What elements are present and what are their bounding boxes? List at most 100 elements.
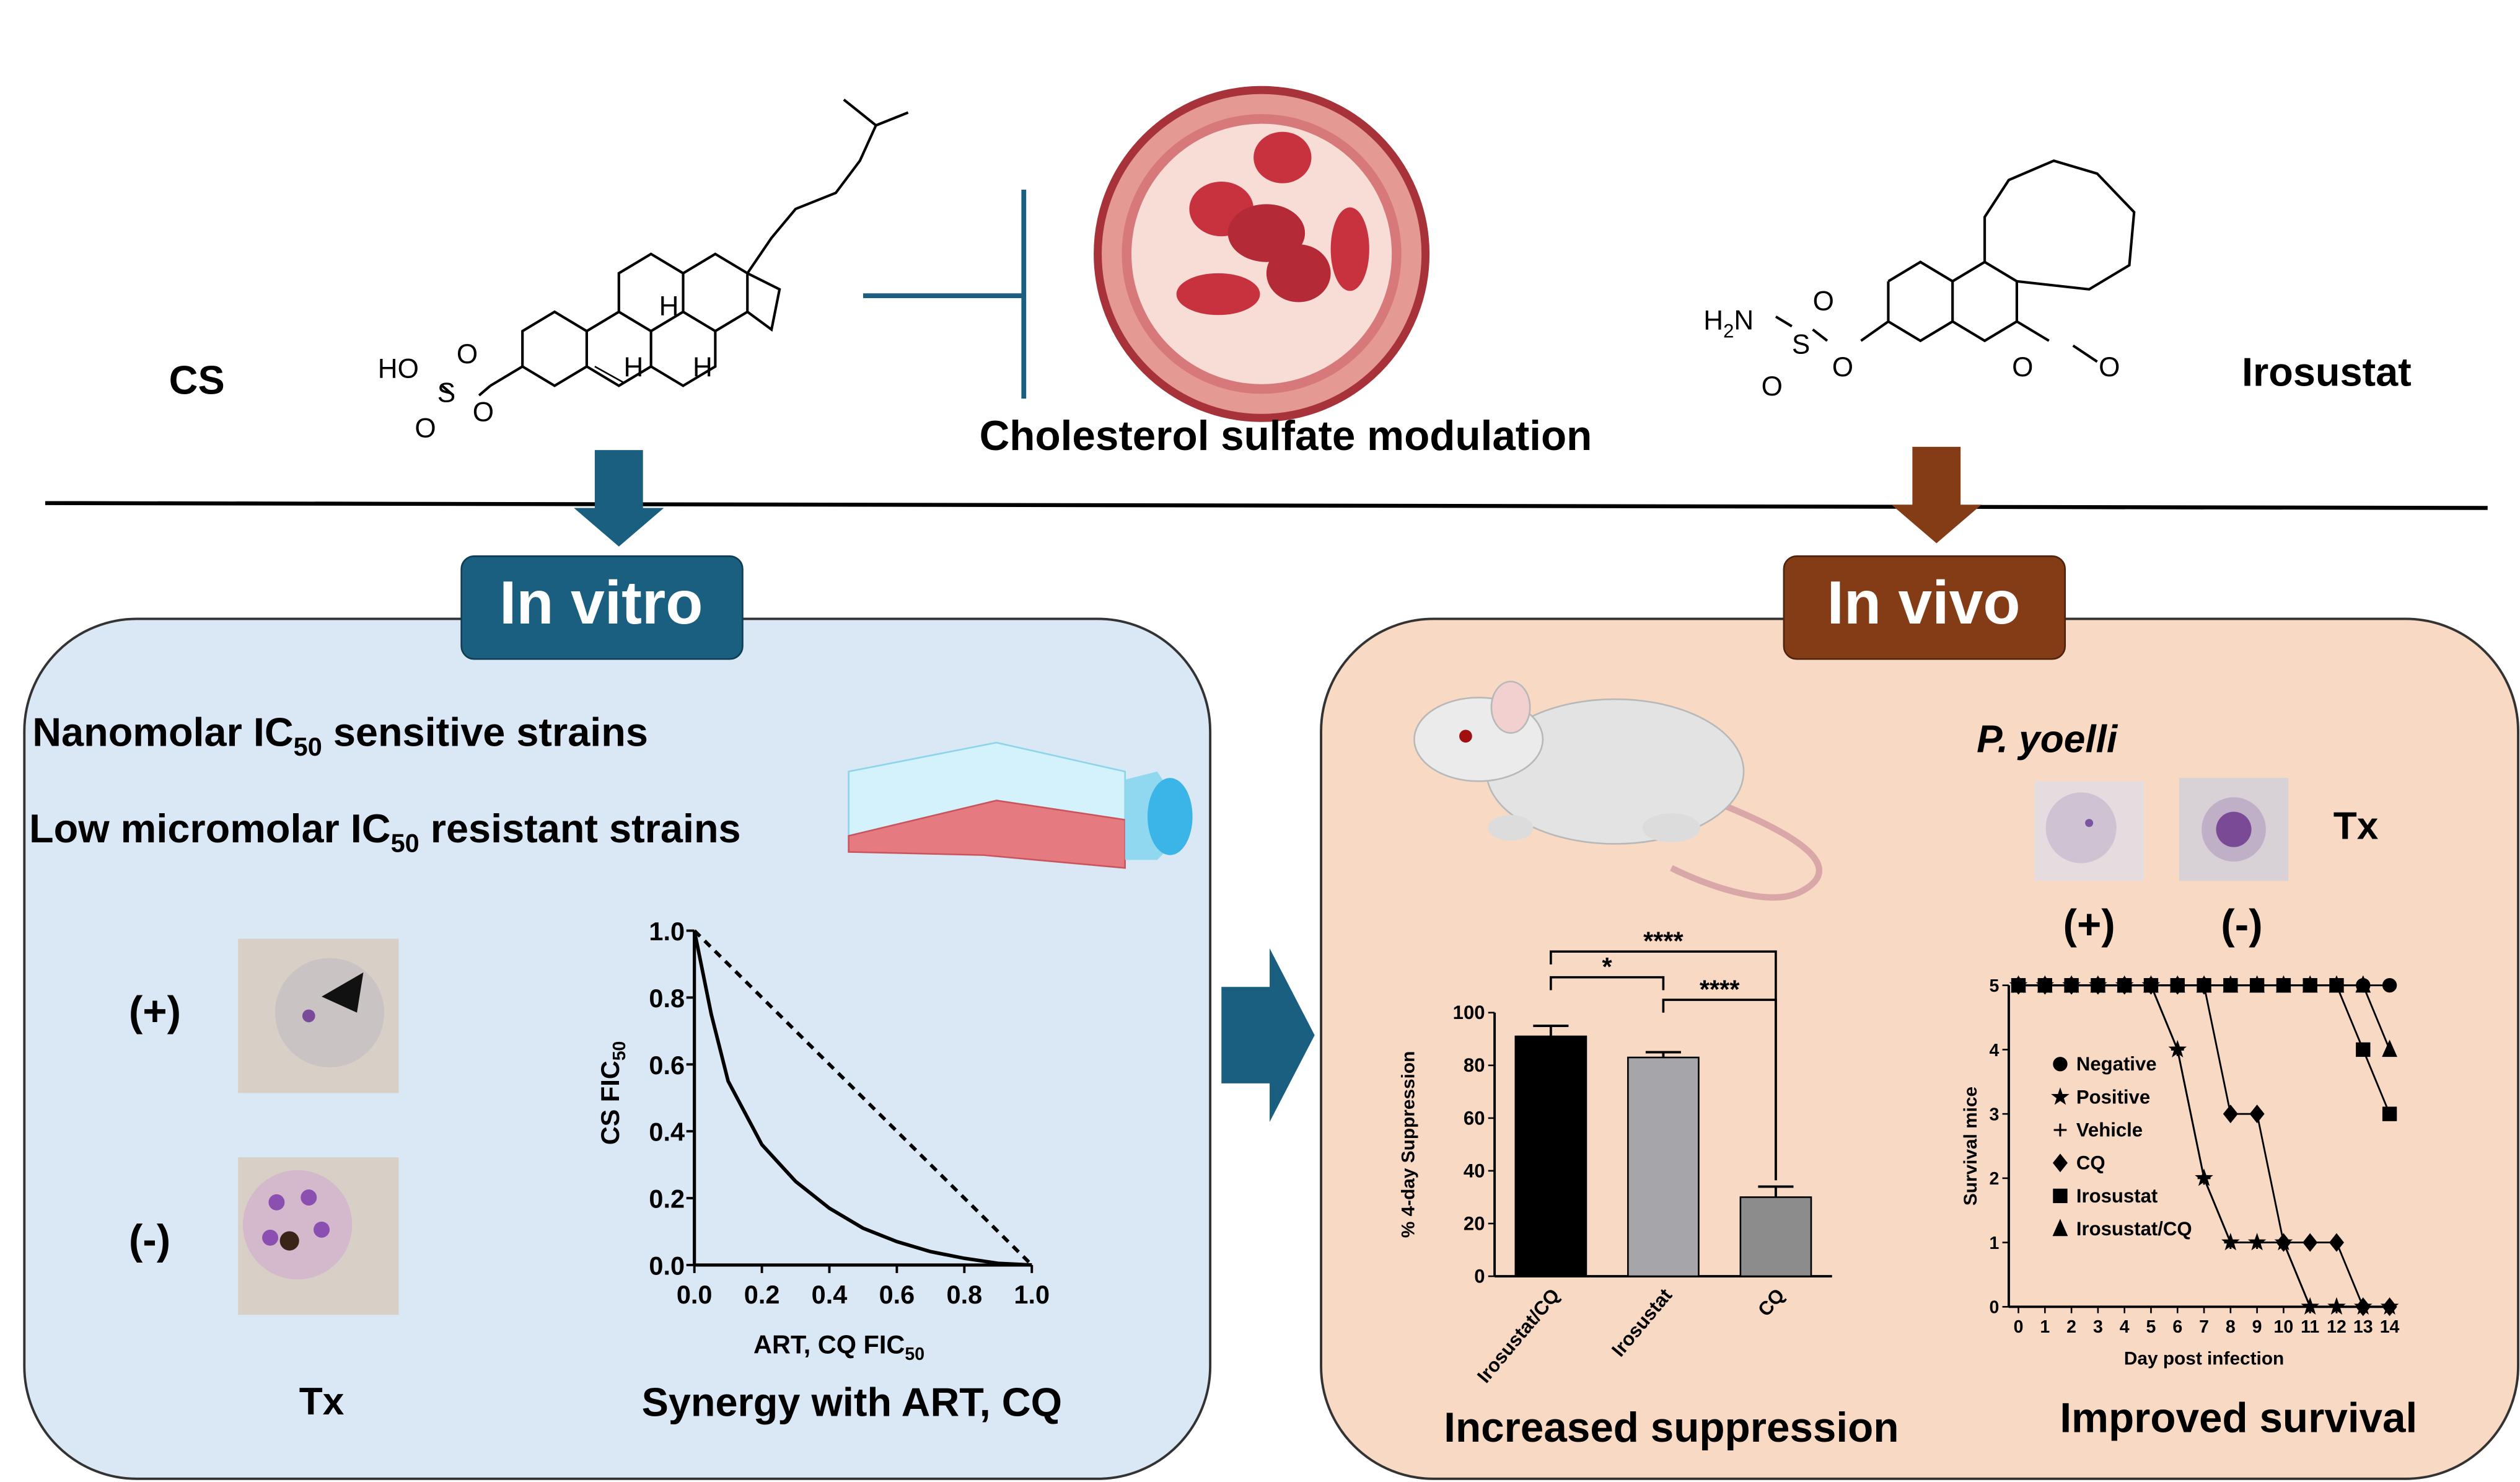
atom-label: HO — [378, 353, 419, 384]
y-tick-label: 2 — [1990, 1169, 2000, 1189]
x-tick-label: 12 — [2327, 1317, 2347, 1337]
y-tick-label: 80 — [1464, 1054, 1485, 1076]
divider — [45, 501, 2488, 510]
smear-image — [2034, 781, 2144, 881]
significance-label: * — [1602, 952, 1613, 981]
error-bar — [1645, 1051, 1681, 1058]
y-tick-label: 0.0 — [649, 1251, 685, 1280]
x-tick-label: 1 — [2040, 1317, 2050, 1337]
marker — [2329, 1233, 2345, 1252]
x-tick-label: 9 — [2252, 1317, 2262, 1337]
atom-label: H — [1703, 306, 1723, 336]
y-tick-label: 0 — [1990, 1298, 2000, 1318]
marker — [2052, 1153, 2068, 1173]
x-tick-label: 0 — [2014, 1317, 2024, 1337]
y-tick-label: 60 — [1464, 1107, 1485, 1129]
atom-label: H — [693, 352, 713, 382]
marker — [2382, 978, 2397, 993]
atom-label: O — [1813, 286, 1834, 317]
y-tick-label: 0.2 — [649, 1184, 685, 1214]
y-tick-label: 20 — [1464, 1212, 1485, 1234]
marker — [2169, 975, 2185, 993]
down-arrow — [574, 450, 664, 547]
x-tick-label: 0.2 — [744, 1280, 780, 1309]
marker — [2052, 1219, 2068, 1237]
compound-label: CS — [169, 357, 225, 402]
legend-label: Vehicle — [2076, 1119, 2143, 1140]
atom-label: H2N — [1703, 306, 1754, 342]
x-tick-label: 4 — [2120, 1317, 2130, 1337]
y-tick-label: 0.6 — [649, 1051, 685, 1080]
marker — [2224, 1236, 2237, 1249]
legend-label: CQ — [2076, 1152, 2105, 1174]
atom-label: O — [2099, 352, 2120, 382]
x-tick-label: 14 — [2380, 1317, 2400, 1337]
y-tick-label: 5 — [1990, 976, 2000, 996]
y-tick-label: 4 — [1990, 1041, 2000, 1061]
strain-text: Low micromolar IC50 resistant strains — [29, 806, 741, 858]
species-label: P. yoelli — [1977, 718, 2118, 761]
atom-label: S — [437, 377, 455, 408]
atom-label: H — [659, 291, 679, 321]
blood-vessel — [1094, 86, 1430, 422]
x-axis-label: Day post infection — [2124, 1349, 2284, 1369]
marker — [2011, 975, 2026, 993]
marker — [2382, 1039, 2397, 1057]
atom-label: O — [2012, 352, 2033, 382]
x-tick-label: 6 — [2172, 1317, 2182, 1337]
smear-label: (-) — [2221, 901, 2262, 948]
x-tick-label: 1.0 — [1014, 1280, 1050, 1309]
marker — [2223, 975, 2239, 993]
legend-label: Irosustat — [2076, 1185, 2158, 1207]
significance-bracket — [1550, 976, 1665, 990]
y-tick-label: 0.4 — [649, 1118, 685, 1147]
atom-label: O — [415, 413, 436, 443]
text-part: Nanomolar IC — [32, 709, 293, 754]
atom-label: O — [1832, 352, 1853, 382]
bar — [1739, 1196, 1812, 1277]
marker — [2196, 975, 2212, 993]
error-bar — [1533, 1025, 1569, 1037]
y-axis-label: CS FIC50 — [595, 1041, 630, 1145]
curve — [693, 929, 1034, 1266]
text-part: resistant strains — [419, 806, 741, 851]
smear-label: (+) — [2063, 901, 2115, 948]
y-tick-label: 0.8 — [649, 984, 685, 1013]
x-tick-label: 3 — [2093, 1317, 2103, 1337]
marker — [2356, 1042, 2371, 1057]
subscript: 50 — [610, 1041, 630, 1061]
text-part: sensitive strains — [322, 709, 648, 754]
marker — [2197, 1171, 2211, 1185]
smear-label: (-) — [129, 1217, 170, 1263]
bar — [1627, 1056, 1700, 1277]
x-tick-label: 11 — [2301, 1317, 2319, 1337]
treatment-label: Tx — [299, 1380, 345, 1423]
chart-caption: Improved survival — [2060, 1395, 2417, 1442]
legend-label: Negative — [2076, 1053, 2157, 1075]
marker — [2355, 1297, 2371, 1317]
significance-label: **** — [1643, 927, 1684, 956]
y-tick-label: 0 — [1474, 1265, 1485, 1287]
error-bar — [1758, 1185, 1794, 1198]
legend-label: Irosustat/CQ — [2076, 1218, 2192, 1240]
atom-label: O — [1762, 371, 1783, 402]
marker — [2053, 1123, 2067, 1137]
significance-bracket — [1662, 999, 1777, 1181]
marker — [2037, 975, 2053, 993]
atom-label: S — [1792, 330, 1810, 360]
marker — [2330, 1300, 2343, 1313]
curve — [692, 930, 1032, 1267]
marker — [2302, 975, 2318, 993]
subscript: 50 — [294, 732, 322, 761]
marker — [2355, 975, 2371, 993]
treatment-label: Tx — [2333, 805, 2379, 848]
y-tick-label: 1.0 — [649, 917, 685, 946]
y-axis-label: Survival mice — [1960, 1087, 1981, 1206]
y-tick-label: 1 — [1990, 1233, 2000, 1253]
atom-subscript: 2 — [1723, 320, 1734, 342]
x-tick-label: 13 — [2353, 1317, 2373, 1337]
in-vitro-title-box — [460, 555, 744, 660]
subscript: 50 — [391, 828, 419, 857]
